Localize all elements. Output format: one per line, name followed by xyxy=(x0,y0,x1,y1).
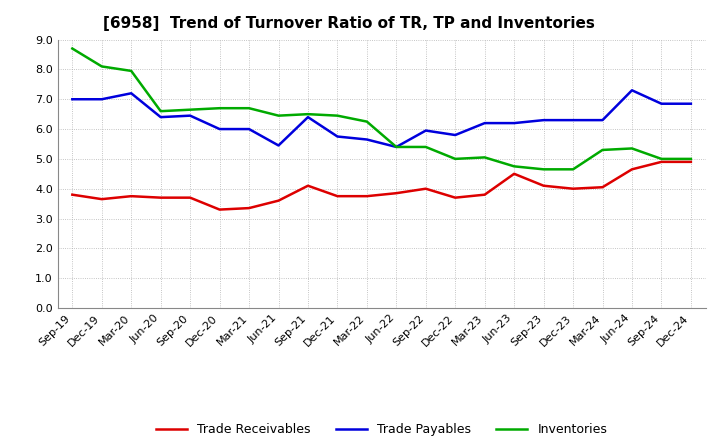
Inventories xyxy=(363,119,372,124)
Inventories xyxy=(510,164,518,169)
Inventories xyxy=(333,113,342,118)
Trade Payables xyxy=(687,101,696,106)
Trade Payables xyxy=(392,144,400,150)
Trade Receivables xyxy=(215,207,224,212)
Trade Receivables xyxy=(245,205,253,211)
Trade Receivables xyxy=(156,195,165,200)
Trade Receivables xyxy=(274,198,283,203)
Trade Receivables xyxy=(451,195,459,200)
Inventories xyxy=(274,113,283,118)
Trade Receivables xyxy=(628,167,636,172)
Trade Receivables xyxy=(480,192,489,197)
Inventories xyxy=(451,156,459,161)
Trade Receivables xyxy=(569,186,577,191)
Trade Payables xyxy=(657,101,666,106)
Trade Payables xyxy=(274,143,283,148)
Trade Receivables xyxy=(186,195,194,200)
Trade Payables xyxy=(598,117,607,123)
Trade Receivables xyxy=(304,183,312,188)
Inventories xyxy=(628,146,636,151)
Trade Payables xyxy=(304,114,312,120)
Inventories xyxy=(186,107,194,112)
Trade Receivables xyxy=(598,185,607,190)
Inventories xyxy=(304,111,312,117)
Inventories xyxy=(156,109,165,114)
Trade Payables xyxy=(539,117,548,123)
Trade Payables xyxy=(215,126,224,132)
Trade Receivables xyxy=(127,194,135,199)
Trade Payables xyxy=(421,128,430,133)
Inventories xyxy=(245,106,253,111)
Trade Payables xyxy=(68,97,76,102)
Line: Trade Receivables: Trade Receivables xyxy=(72,162,691,209)
Line: Trade Payables: Trade Payables xyxy=(72,90,691,147)
Trade Payables xyxy=(480,121,489,126)
Inventories xyxy=(687,156,696,161)
Trade Receivables xyxy=(68,192,76,197)
Trade Receivables xyxy=(687,159,696,165)
Inventories xyxy=(539,167,548,172)
Trade Payables xyxy=(186,113,194,118)
Trade Payables xyxy=(510,121,518,126)
Trade Payables xyxy=(451,132,459,138)
Trade Receivables xyxy=(392,191,400,196)
Trade Receivables xyxy=(97,197,106,202)
Trade Receivables xyxy=(657,159,666,165)
Inventories xyxy=(657,156,666,161)
Trade Payables xyxy=(156,114,165,120)
Inventories xyxy=(127,68,135,73)
Inventories xyxy=(569,167,577,172)
Inventories xyxy=(421,144,430,150)
Trade Payables xyxy=(628,88,636,93)
Inventories xyxy=(215,106,224,111)
Trade Receivables xyxy=(539,183,548,188)
Trade Payables xyxy=(333,134,342,139)
Inventories xyxy=(68,46,76,51)
Trade Payables xyxy=(363,137,372,142)
Inventories xyxy=(392,144,400,150)
Trade Receivables xyxy=(363,194,372,199)
Inventories xyxy=(598,147,607,153)
Trade Receivables xyxy=(421,186,430,191)
Trade Receivables xyxy=(333,194,342,199)
Trade Payables xyxy=(127,91,135,96)
Legend: Trade Receivables, Trade Payables, Inventories: Trade Receivables, Trade Payables, Inven… xyxy=(151,418,612,440)
Inventories xyxy=(97,64,106,69)
Trade Payables xyxy=(97,97,106,102)
Text: [6958]  Trend of Turnover Ratio of TR, TP and Inventories: [6958] Trend of Turnover Ratio of TR, TP… xyxy=(103,16,595,32)
Line: Inventories: Inventories xyxy=(72,48,691,169)
Trade Payables xyxy=(245,126,253,132)
Inventories xyxy=(480,155,489,160)
Trade Receivables xyxy=(510,171,518,176)
Trade Payables xyxy=(569,117,577,123)
